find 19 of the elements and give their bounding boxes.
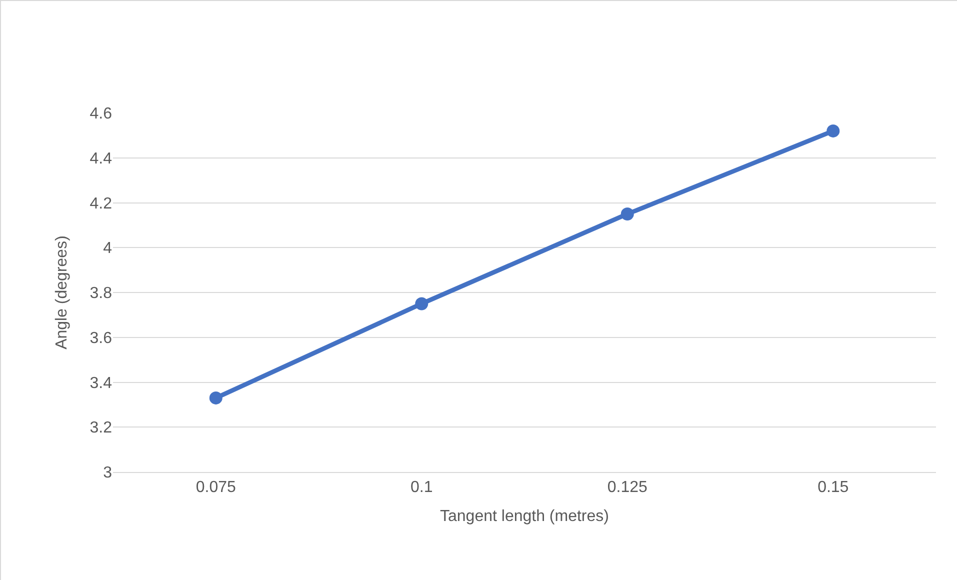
point <box>620 207 634 220</box>
x-tick-label: 0.15 <box>818 479 849 496</box>
y-tick-label: 4.4 <box>90 150 112 168</box>
point <box>826 124 840 138</box>
y-tick-label: 3.4 <box>90 374 112 392</box>
x-tick-label: 0.125 <box>607 479 648 496</box>
point <box>209 391 222 404</box>
y-tick-label: 4.6 <box>90 106 112 123</box>
x-axis-title: Tangent length (metres) <box>440 508 609 525</box>
x-tick-label: 0.075 <box>196 479 236 496</box>
x-tick-label: 0.1 <box>410 479 433 496</box>
point <box>415 297 428 310</box>
y-tick-label: 3.2 <box>90 420 112 437</box>
y-tick-label: 4 <box>103 240 112 258</box>
y-tick-label: 3.6 <box>90 330 112 347</box>
y-tick-label: 3 <box>103 464 112 482</box>
y-tick-label: 3.8 <box>90 285 112 302</box>
y-axis-title: Angle (degrees) <box>54 236 71 350</box>
y-tick-label: 4.2 <box>90 195 112 212</box>
